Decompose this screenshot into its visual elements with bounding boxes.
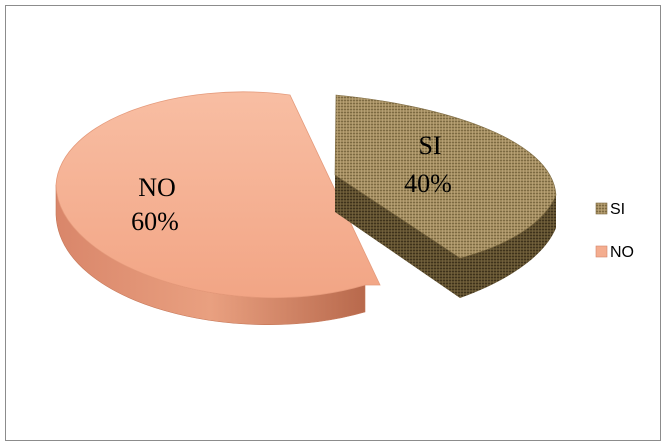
legend-swatch-si [595, 202, 608, 215]
legend-item-si: SI [595, 201, 625, 218]
legend: SI NO [595, 201, 634, 261]
pie-slice-si: SI 40% [334, 94, 557, 298]
pie-label-no-percent: 60% [131, 207, 179, 236]
pie-label-si-name: SI [418, 131, 441, 160]
pie-label-no-name: NO [138, 173, 176, 202]
pie-slice-si-side [335, 175, 460, 298]
pie-slice-si-wedge [334, 94, 557, 259]
legend-label-no: NO [610, 244, 634, 261]
pie-slice-si-outer-side [460, 195, 556, 298]
legend-swatch-no [595, 245, 608, 258]
pie-slice-no: NO 60% [55, 91, 381, 326]
pie-slice-no-wedge [55, 91, 381, 299]
legend-label-si: SI [610, 201, 625, 218]
legend-item-no: NO [595, 244, 634, 261]
pie-label-si-percent: 40% [404, 169, 452, 198]
